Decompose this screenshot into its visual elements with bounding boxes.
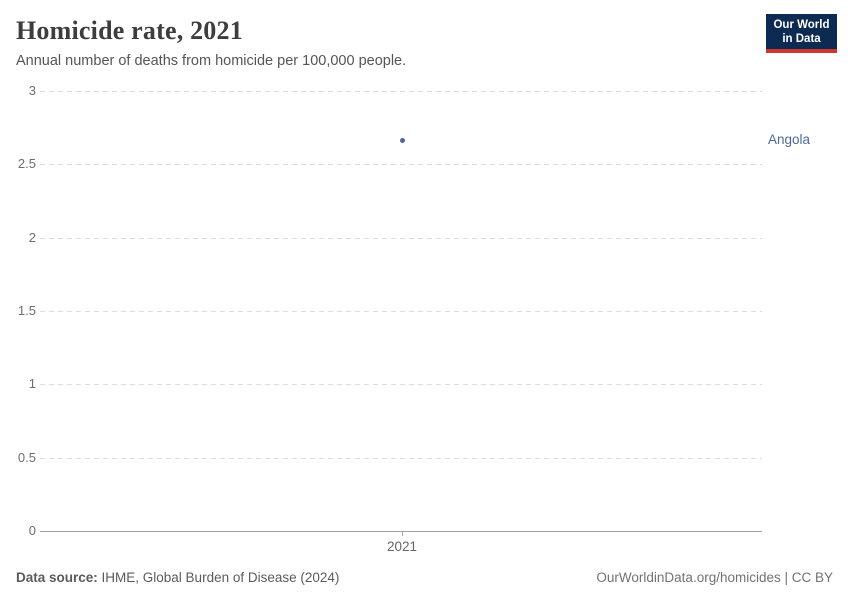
gridline <box>40 458 762 459</box>
gridline <box>40 311 762 312</box>
gridline <box>40 91 762 92</box>
data-source-label: Data source: <box>16 570 98 585</box>
y-axis-tick-label: 2 <box>28 230 36 245</box>
series-label-angola[interactable]: Angola <box>768 132 811 147</box>
data-point-angola[interactable] <box>400 138 405 143</box>
gridline <box>40 164 762 165</box>
gridline <box>40 238 762 239</box>
y-axis-tick-label: 3 <box>28 83 36 98</box>
x-axis-tick-label: 2021 <box>386 539 418 554</box>
y-axis-tick-label: 0 <box>28 523 36 538</box>
y-axis-tick-label: 0.5 <box>17 450 36 465</box>
owid-logo-line2: in Data <box>782 33 821 45</box>
y-axis-tick-label: 2.5 <box>17 156 36 171</box>
credit-link[interactable]: OurWorldinData.org/homicides | CC BY <box>596 570 833 585</box>
x-axis-line <box>40 531 762 532</box>
page-title: Homicide rate, 2021 <box>16 16 243 45</box>
data-source: Data source: IHME, Global Burden of Dise… <box>16 570 339 585</box>
owid-logo[interactable]: Our World in Data <box>766 14 837 53</box>
owid-logo-line1: Our World <box>773 19 830 31</box>
chart-subtitle: Annual number of deaths from homicide pe… <box>16 53 407 69</box>
data-source-value: IHME, Global Burden of Disease (2024) <box>97 570 340 585</box>
x-axis-tick <box>402 531 403 536</box>
y-axis-tick-label: 1.5 <box>17 303 36 318</box>
y-axis-tick-label: 1 <box>28 376 36 391</box>
gridline <box>40 384 762 385</box>
